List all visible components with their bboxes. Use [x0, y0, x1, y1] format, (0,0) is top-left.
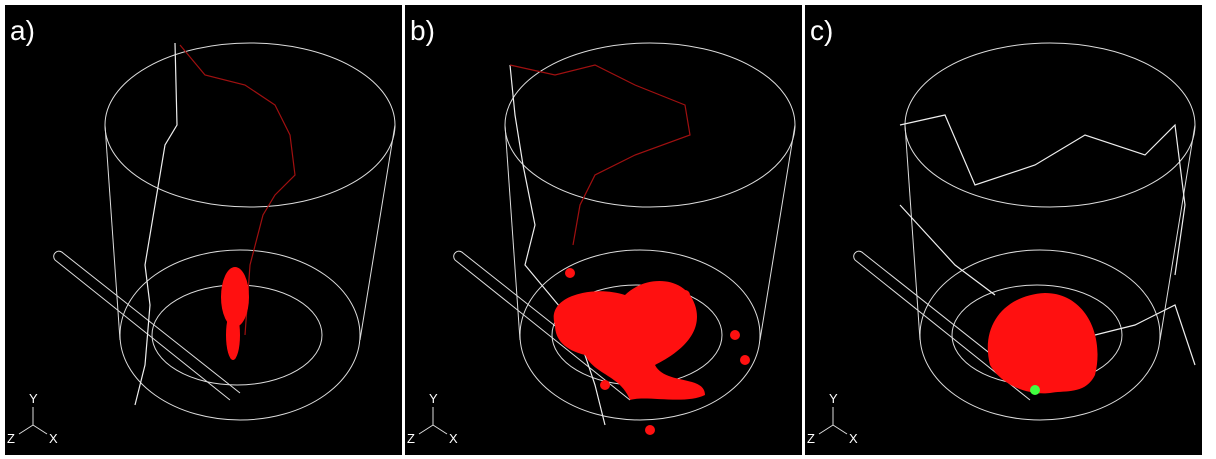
panel-label: c)	[810, 15, 833, 46]
axis-label: X	[449, 431, 458, 446]
axis-label: Z	[807, 431, 815, 446]
panel-background	[805, 5, 1202, 455]
axis-label: Y	[429, 391, 438, 406]
panel: a) Y Z X	[5, 5, 402, 455]
red-region	[226, 310, 240, 360]
axis-label: X	[849, 431, 858, 446]
red-region	[680, 290, 690, 300]
panel-label: b)	[410, 15, 435, 46]
axis-label: X	[49, 431, 58, 446]
axis-label: Y	[29, 391, 38, 406]
panel: c) Y Z X	[805, 5, 1202, 455]
red-region	[645, 425, 655, 435]
red-region	[730, 330, 740, 340]
red-region	[740, 355, 750, 365]
panel: b) Y Z X	[405, 5, 802, 455]
axis-label: Z	[7, 431, 15, 446]
red-region	[600, 380, 610, 390]
green-spot	[1030, 385, 1040, 395]
figure: a) Y Z Xb) Y Z Xc) Y Z X	[0, 0, 1216, 459]
axis-label: Z	[407, 431, 415, 446]
axis-label: Y	[829, 391, 838, 406]
panel-label: a)	[10, 15, 35, 46]
red-region	[565, 268, 575, 278]
